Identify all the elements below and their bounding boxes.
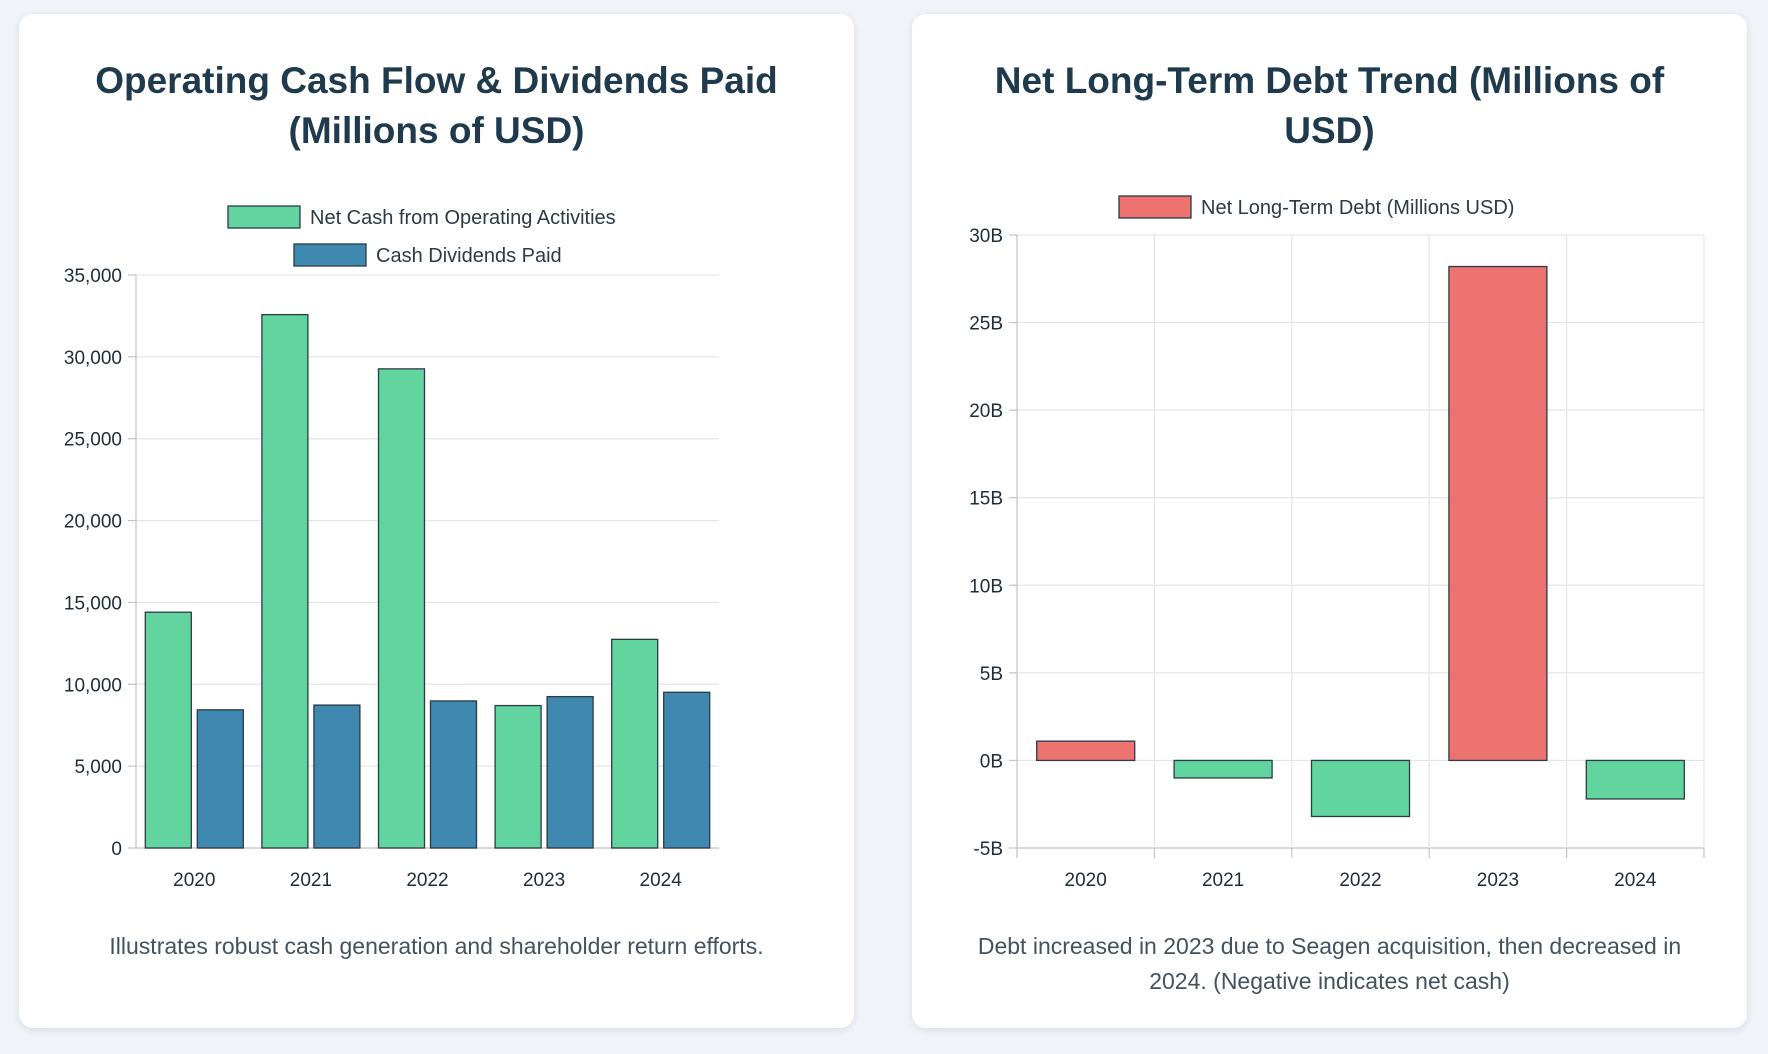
bar-net-cash-from-operating-activities-2023 (494, 704, 542, 849)
bar-net-cash-from-operating-activities-2022 (377, 368, 426, 849)
x-tick-label-2022: 2022 (406, 870, 448, 891)
legend-label-net-cash-from-operating-activities: Net Cash from Operating Activities (310, 207, 616, 229)
bar-net-cash-from-operating-activities-2020 (144, 611, 192, 849)
y-tick-label-30-000: 30,000 (64, 348, 122, 369)
bar-net-cash-from-operating-activities-2024 (611, 638, 659, 849)
y-tick-label-25-000: 25,000 (64, 430, 122, 451)
y-tick-label-15b: 15B (969, 489, 1003, 510)
bar-net-long-term-debt-2022 (1310, 759, 1411, 818)
cash-flow-title-line-1: Operating Cash Flow & Dividends Paid (95, 60, 778, 101)
cash-flow-caption: Illustrates robust cash generation and s… (109, 933, 764, 959)
debt-title-line-1: Net Long-Term Debt Trend (Millions of (994, 60, 1665, 101)
x-tick-label-2023: 2023 (1477, 870, 1519, 891)
bar-net-long-term-debt-2023 (1448, 265, 1548, 762)
x-tick-label-2021: 2021 (1202, 870, 1244, 891)
y-tick-label-10-000: 10,000 (64, 675, 122, 696)
x-tick-label-2020: 2020 (173, 870, 215, 891)
debt-chart-title: Net Long-Term Debt Trend (Millions of US… (912, 56, 1747, 156)
y-tick-label-35-000: 35,000 (64, 266, 122, 287)
debt-bar-chart: Net Long-Term Debt (Millions USD) -5B 0B 5B… (969, 195, 1705, 891)
y-tick-label-20b: 20B (969, 401, 1003, 422)
legend-swatch-net-long-term-debt-millions-usd (1118, 195, 1192, 219)
y-tick-label-20-000: 20,000 (64, 512, 122, 533)
legend-label-cash-dividends-paid: Cash Dividends Paid (376, 245, 562, 267)
cash-flow-chart-title: Operating Cash Flow & Dividends Paid (Mi… (19, 56, 854, 156)
debt-card: Net Long-Term Debt Trend (Millions of US… (912, 14, 1747, 1028)
y-tick-label-5-000: 5,000 (74, 757, 122, 778)
debt-caption: Debt increased in 2023 due to Seagen acq… (977, 933, 1682, 994)
bar-net-long-term-debt-2024 (1585, 759, 1685, 800)
legend-swatch-net-cash-from-operating-activities (227, 205, 301, 229)
bar-cash-dividends-paid-2020 (196, 709, 244, 849)
x-tick-label-2022: 2022 (1339, 870, 1381, 891)
x-tick-label-2023: 2023 (523, 870, 565, 891)
y-tick-label-15-000: 15,000 (64, 593, 122, 614)
cash-flow-title-line-2: (Millions of USD) (288, 110, 585, 151)
y-tick-label-10b: 10B (969, 576, 1003, 597)
y-tick-label-0: 0 (111, 839, 122, 860)
bar-cash-dividends-paid-2024 (663, 691, 711, 849)
y-tick-label-30b: 30B (969, 226, 1003, 247)
bar-net-long-term-debt-2020 (1036, 740, 1136, 762)
cash-flow-card: Operating Cash Flow & Dividends Paid (Mi… (19, 14, 854, 1028)
y-tick-label-25b: 25B (969, 314, 1003, 335)
x-tick-label-2021: 2021 (290, 870, 332, 891)
bar-net-long-term-debt-2021 (1173, 759, 1273, 779)
x-tick-label-2024: 2024 (640, 870, 683, 891)
legend-label-net-long-term-debt-millions-usd: Net Long-Term Debt (Millions USD) (1201, 197, 1514, 219)
bar-cash-dividends-paid-2021 (313, 704, 361, 849)
x-tick-label-2020: 2020 (1065, 870, 1107, 891)
debt-title-line-2: USD) (1284, 110, 1375, 151)
legend-swatch-cash-dividends-paid (293, 243, 367, 267)
bar-cash-dividends-paid-2022 (429, 700, 478, 849)
cash-flow-bar-chart: Net Cash from Operating Activities Cash D… (64, 205, 719, 891)
y-tick-label-5b: -5B (973, 839, 1003, 860)
y-tick-label-5b: 5B (980, 664, 1003, 685)
y-tick-label-0b: 0B (980, 751, 1003, 772)
bar-net-cash-from-operating-activities-2021 (261, 313, 309, 849)
bar-cash-dividends-paid-2023 (546, 695, 594, 849)
x-tick-label-2024: 2024 (1614, 870, 1657, 891)
